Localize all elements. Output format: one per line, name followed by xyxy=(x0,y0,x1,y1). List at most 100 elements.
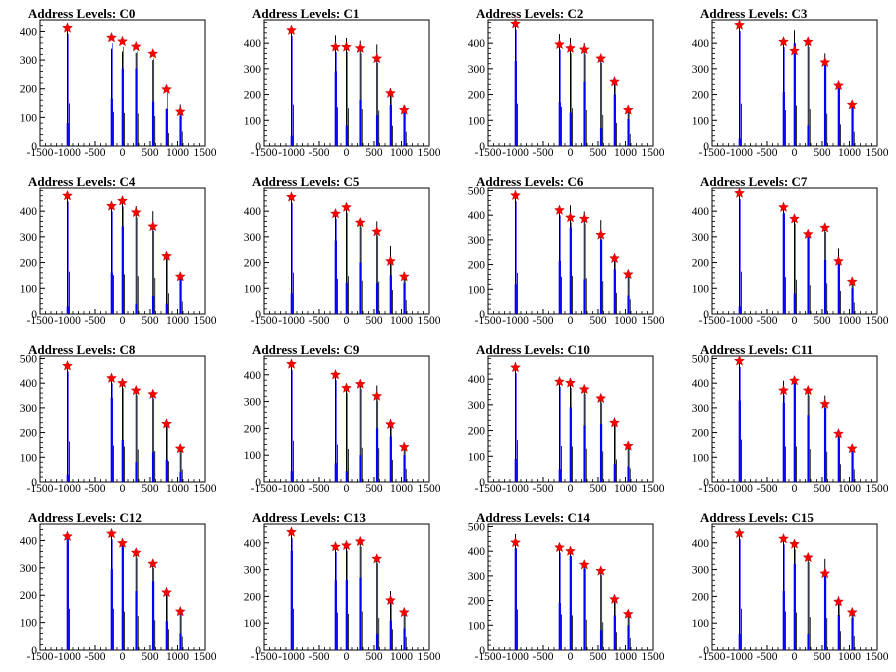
peak-marker xyxy=(802,228,814,239)
y-tick-label: 300 xyxy=(244,64,262,76)
blue-bar xyxy=(290,471,293,482)
blue-bar xyxy=(334,240,337,314)
blue-bar xyxy=(179,115,182,146)
x-tick-label: 1500 xyxy=(642,483,665,495)
chart-svg: 0 100 200 300 400 -1500 -1000 -500 0 500 1000 1500 xyxy=(468,18,665,159)
y-tick-label: 300 xyxy=(20,403,38,415)
y-tick-label: 400 xyxy=(244,370,262,382)
blue-bar xyxy=(782,213,785,314)
blue-bar xyxy=(583,81,586,146)
peak-marker xyxy=(734,187,745,198)
x-tick-label: -1000 xyxy=(502,651,529,663)
chart-title: Address Levels: C4 xyxy=(28,174,136,189)
y-tick-label: 400 xyxy=(468,374,486,386)
chart-panel-7: Address Levels: C7 0 100 200 300 400 -1500 -100… xyxy=(672,168,896,336)
y-tick-label: 200 xyxy=(468,596,486,608)
y-tick-label: 300 xyxy=(244,232,262,244)
chart-title: Address Levels: C3 xyxy=(700,6,808,21)
chart-title: Address Levels: C6 xyxy=(476,174,584,189)
blue-bar xyxy=(837,615,840,650)
y-tick-label: 200 xyxy=(692,258,710,270)
x-tick-label: 1500 xyxy=(418,315,441,327)
x-tick-label: -1000 xyxy=(278,483,305,495)
blue-bar xyxy=(851,288,854,314)
peak-marker xyxy=(147,220,159,232)
blue-bar xyxy=(782,402,785,482)
peak-marker xyxy=(371,390,383,401)
y-tick-label: 200 xyxy=(244,591,262,603)
x-tick-label: -500 xyxy=(756,315,777,327)
blue-bar xyxy=(345,283,348,314)
blue-bar xyxy=(738,138,741,146)
peak-marker xyxy=(341,382,352,393)
x-tick-label: -1500 xyxy=(251,147,278,159)
y-tick-label: 0 xyxy=(703,309,709,321)
x-tick-label: 1500 xyxy=(866,651,889,663)
peak-marker xyxy=(734,355,745,366)
peak-marker xyxy=(609,417,620,428)
x-tick-label: -1500 xyxy=(27,147,54,159)
peak-marker xyxy=(106,32,117,43)
x-tick-label: 0 xyxy=(344,147,350,159)
peak-marker xyxy=(846,442,858,454)
x-tick-label: 1500 xyxy=(866,315,889,327)
peak-marker xyxy=(106,200,117,211)
blue-bar xyxy=(558,102,561,146)
x-tick-label: 500 xyxy=(589,315,607,327)
x-tick-label: -1500 xyxy=(475,147,502,159)
y-tick-label: 200 xyxy=(20,428,38,440)
x-tick-label: 500 xyxy=(141,147,159,159)
chart-svg: 0 100 200 300 400 -1500 -1000 -500 0 500 1000 1500 xyxy=(20,523,217,663)
y-tick-label: 300 xyxy=(20,563,38,575)
peak-marker xyxy=(833,255,844,266)
blue-bar xyxy=(514,548,517,650)
x-tick-label: -1000 xyxy=(278,651,305,663)
x-tick-label: 0 xyxy=(344,651,350,663)
peak-marker xyxy=(510,536,521,548)
peak-marker xyxy=(286,191,297,202)
blue-bar xyxy=(151,452,155,482)
y-tick-label: 200 xyxy=(692,591,710,603)
y-tick-label: 300 xyxy=(244,565,262,577)
blue-bar xyxy=(599,239,603,314)
peak-marker xyxy=(385,87,396,98)
chart-panel-12: Address Levels: C12 0 100 200 300 400 -1500 -10… xyxy=(0,504,224,672)
blue-bar xyxy=(583,279,586,314)
x-tick-label: -1000 xyxy=(726,483,753,495)
blue-bar xyxy=(165,303,168,314)
y-tick-label: 100 xyxy=(468,620,486,632)
blue-bar xyxy=(290,293,293,314)
y-tick-label: 0 xyxy=(479,141,485,153)
chart-svg: 0 100 200 300 400 -1500 -1000 -500 0 500 1000 1500 xyxy=(244,523,441,663)
y-tick-label: 200 xyxy=(468,426,486,438)
chart-title: Address Levels: C1 xyxy=(252,6,360,21)
y-tick-label: 0 xyxy=(31,477,37,489)
chart-svg: 0 100 200 300 400 -1500 -1000 -500 0 500 1000 1500 xyxy=(692,187,889,327)
peak-marker xyxy=(565,42,576,53)
x-tick-label: -1500 xyxy=(699,651,726,663)
y-tick-label: 200 xyxy=(468,260,486,272)
peak-marker xyxy=(62,189,73,201)
blue-bar xyxy=(627,295,630,314)
blue-bar xyxy=(514,61,517,147)
y-tick-label: 0 xyxy=(255,141,261,153)
x-tick-label: -500 xyxy=(308,483,329,495)
chart-title: Address Levels: C13 xyxy=(252,510,366,525)
blue-bar xyxy=(375,633,379,650)
blue-bar xyxy=(359,455,362,482)
y-tick-label: 100 xyxy=(244,283,262,295)
peak-marker xyxy=(554,541,565,553)
x-tick-label: -1000 xyxy=(54,315,81,327)
peak-marker xyxy=(341,41,352,52)
x-tick-label: 500 xyxy=(365,651,383,663)
x-tick-label: 1500 xyxy=(418,651,441,663)
peak-marker xyxy=(62,22,73,33)
x-tick-label: 1500 xyxy=(642,651,665,663)
chart-panel-2: Address Levels: C2 0 100 200 300 400 -1500 -100… xyxy=(448,0,672,168)
x-tick-label: 500 xyxy=(141,651,159,663)
peak-marker xyxy=(371,52,383,64)
y-tick-label: 300 xyxy=(692,565,710,577)
chart-svg: 0 100 200 300 400 500 -1500 -1000 -500 0 500 1000 15… xyxy=(20,353,217,495)
x-tick-label: 500 xyxy=(813,147,831,159)
peak-marker xyxy=(174,442,186,454)
